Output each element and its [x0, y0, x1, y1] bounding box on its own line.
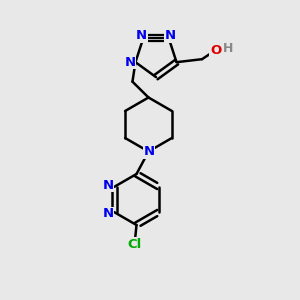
Text: N: N	[143, 145, 155, 158]
Text: N: N	[102, 179, 113, 192]
Text: O: O	[210, 44, 221, 57]
Text: H: H	[223, 42, 233, 55]
Text: N: N	[165, 29, 176, 42]
Text: Cl: Cl	[128, 238, 142, 251]
Text: N: N	[102, 207, 113, 220]
Text: N: N	[124, 56, 136, 69]
Text: N: N	[136, 29, 147, 42]
